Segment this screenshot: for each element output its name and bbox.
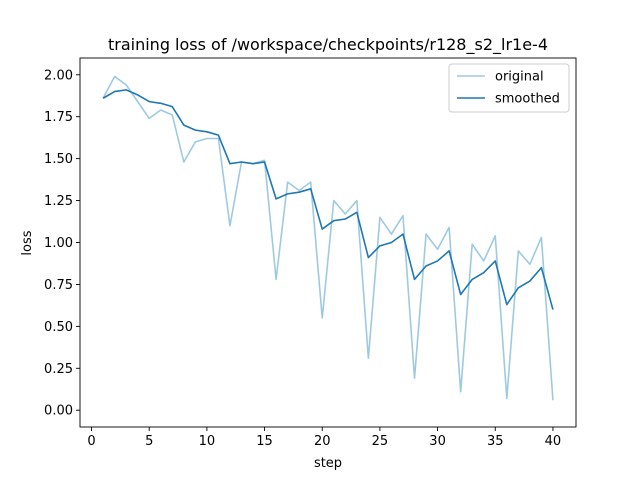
y-tick-label: 0.75 bbox=[44, 278, 73, 293]
y-tick-label: 1.75 bbox=[44, 110, 73, 125]
x-tick-label: 35 bbox=[487, 434, 504, 449]
chart-title: training loss of /workspace/checkpoints/… bbox=[108, 35, 548, 55]
x-tick-label: 25 bbox=[372, 434, 389, 449]
y-tick-label: 2.00 bbox=[44, 68, 73, 83]
y-tick-label: 1.00 bbox=[44, 236, 73, 251]
axes-frame bbox=[79, 57, 577, 428]
y-axis-label: loss bbox=[20, 230, 35, 255]
x-axis-label: step bbox=[314, 456, 342, 471]
y-tick-label: 0.50 bbox=[44, 320, 73, 335]
x-tick-label: 10 bbox=[199, 434, 216, 449]
y-tick-label: 1.25 bbox=[44, 194, 73, 209]
y-axis-ticks: 0.00 0.25 0.50 0.75 1.00 1.25 1.50 1.75 2.00 bbox=[44, 68, 80, 419]
x-tick-label: 40 bbox=[545, 434, 562, 449]
y-tick-label: 0.25 bbox=[44, 362, 73, 377]
y-tick-label: 1.50 bbox=[44, 152, 73, 167]
series-line-original bbox=[102, 75, 554, 401]
x-tick-label: 0 bbox=[87, 434, 95, 449]
legend: original smoothed bbox=[448, 63, 570, 113]
y-tick-label: 0.00 bbox=[44, 404, 73, 419]
legend-label-original: original bbox=[495, 70, 544, 85]
x-tick-label: 20 bbox=[314, 434, 331, 449]
x-tick-label: 15 bbox=[256, 434, 273, 449]
x-tick-label: 30 bbox=[429, 434, 446, 449]
plot-area bbox=[79, 57, 577, 428]
x-tick-label: 5 bbox=[145, 434, 153, 449]
x-axis-ticks: 0 5 10 15 20 25 30 35 40 bbox=[87, 427, 561, 449]
legend-label-smoothed: smoothed bbox=[495, 92, 560, 107]
series-line-smoothed bbox=[102, 89, 554, 310]
